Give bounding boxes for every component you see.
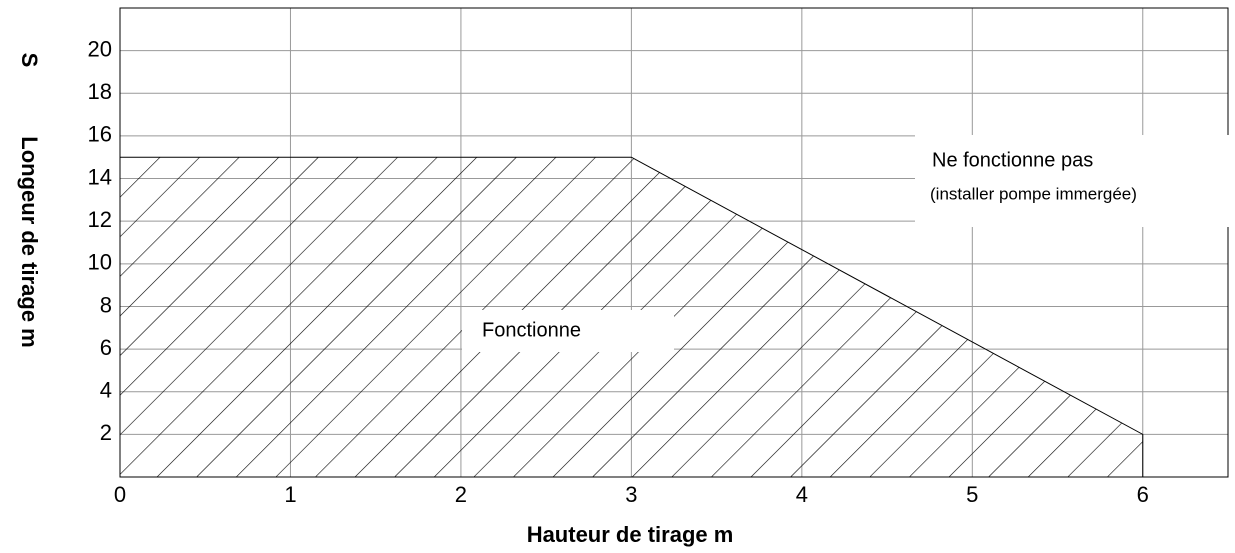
y-tick-label: 12 xyxy=(88,207,112,232)
label-bg xyxy=(915,135,1230,227)
y-tick-label: 4 xyxy=(100,378,112,403)
y-tick-label: 10 xyxy=(88,250,112,275)
x-tick-label: 5 xyxy=(966,482,978,507)
y-tick-label: 2 xyxy=(100,420,112,445)
y-axis-label: Longeur de tirage m xyxy=(17,136,42,347)
x-tick-label: 2 xyxy=(455,482,467,507)
x-tick-label: 1 xyxy=(284,482,296,507)
x-tick-label: 0 xyxy=(114,482,126,507)
annotation: (installer pompe immergée) xyxy=(930,184,1137,203)
x-tick-label: 3 xyxy=(625,482,637,507)
y-tick-label: 14 xyxy=(88,164,112,189)
annotation: Fonctionne xyxy=(482,319,581,341)
y-tick-label: 18 xyxy=(88,79,112,104)
y-tick-label: 6 xyxy=(100,335,112,360)
x-axis-label: Hauteur de tirage m xyxy=(527,522,734,547)
x-tick-label: 4 xyxy=(796,482,808,507)
annotation: Ne fonctionne pas xyxy=(932,149,1093,171)
y-tick-label: 16 xyxy=(88,122,112,147)
label-bg xyxy=(462,310,674,352)
x-tick-label: 6 xyxy=(1137,482,1149,507)
y-tick-label: 8 xyxy=(100,292,112,317)
y-tick-label: 20 xyxy=(88,36,112,61)
y-axis-label-top: S xyxy=(17,53,42,68)
